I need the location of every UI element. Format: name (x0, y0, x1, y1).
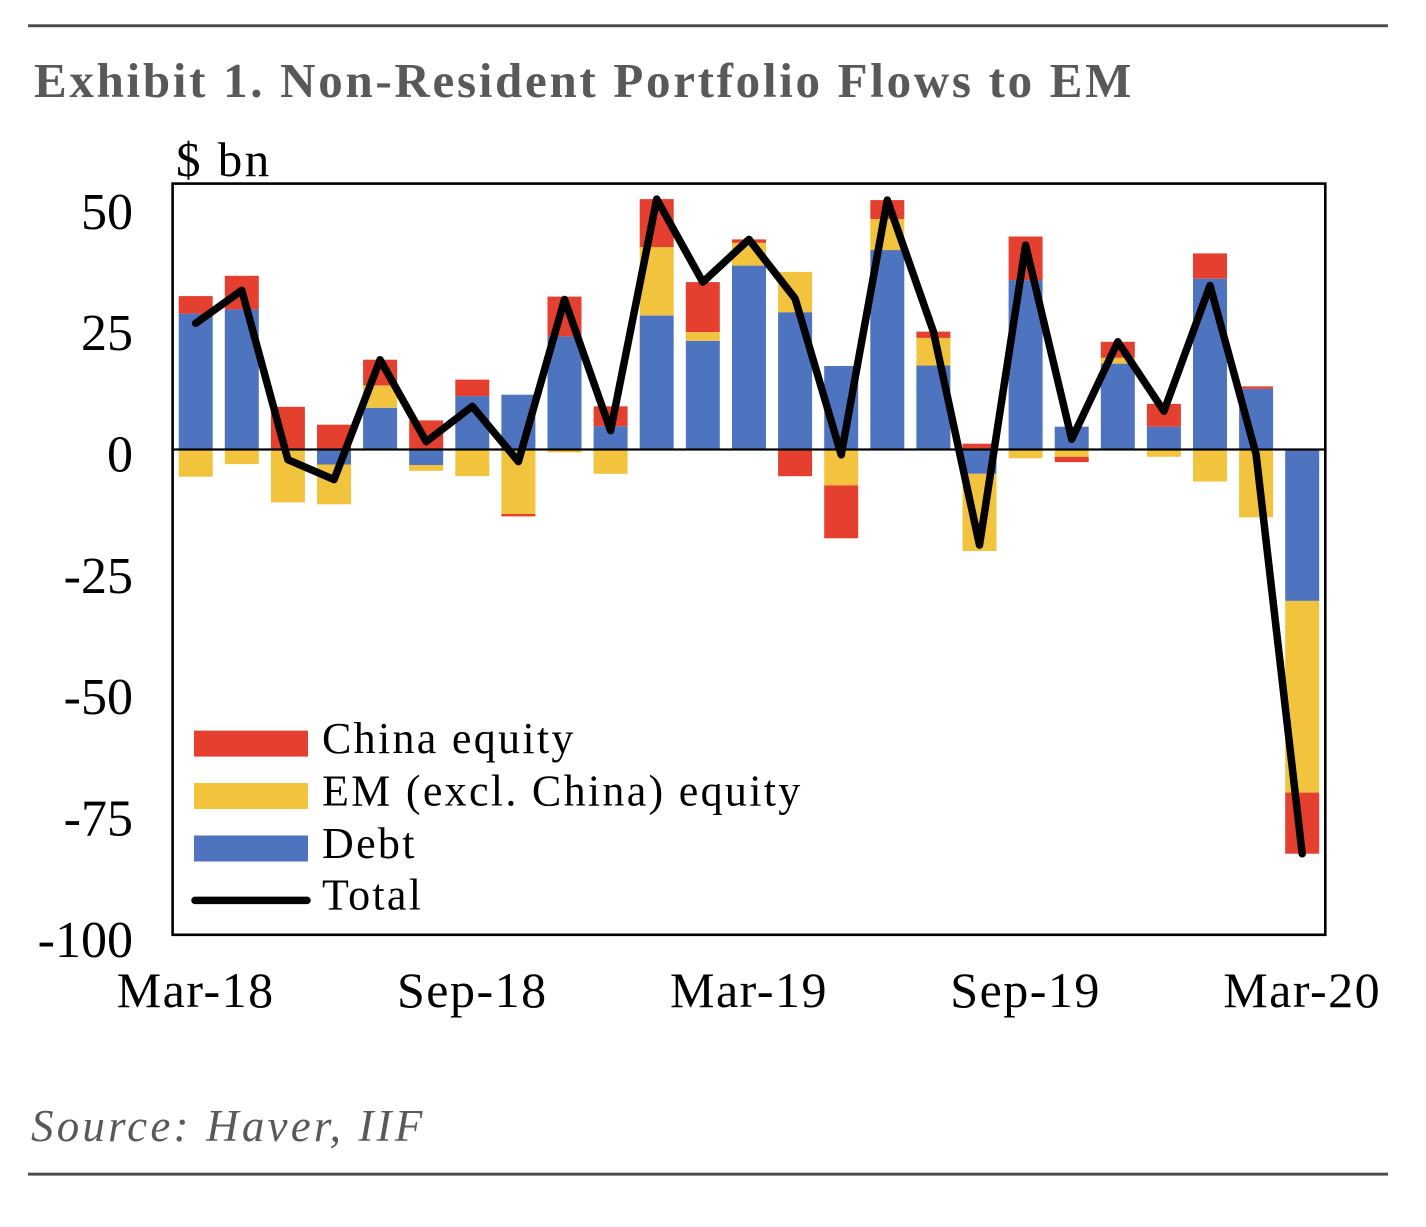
svg-text:50: 50 (81, 184, 133, 241)
svg-text:Source: Haver, IIF: Source: Haver, IIF (31, 1101, 426, 1151)
svg-text:25: 25 (81, 305, 133, 362)
svg-text:Mar-18: Mar-18 (117, 962, 275, 1018)
svg-text:Exhibit 1. Non-Resident Portfo: Exhibit 1. Non-Resident Portfolio Flows … (34, 53, 1134, 108)
svg-text:-75: -75 (64, 791, 133, 848)
svg-text:Mar-20: Mar-20 (1223, 962, 1381, 1018)
svg-text:$ bn: $ bn (176, 132, 272, 187)
svg-text:Sep-19: Sep-19 (950, 962, 1101, 1018)
svg-text:EM (excl. China) equity: EM (excl. China) equity (322, 766, 803, 815)
svg-text:-25: -25 (64, 548, 133, 605)
svg-text:0: 0 (107, 427, 133, 484)
svg-text:-100: -100 (38, 912, 133, 969)
svg-text:Sep-18: Sep-18 (397, 962, 548, 1018)
svg-text:Mar-19: Mar-19 (670, 962, 828, 1018)
svg-text:China equity: China equity (322, 714, 576, 763)
svg-text:Debt: Debt (322, 819, 417, 868)
svg-text:-50: -50 (64, 669, 133, 726)
svg-text:Total: Total (322, 871, 423, 920)
